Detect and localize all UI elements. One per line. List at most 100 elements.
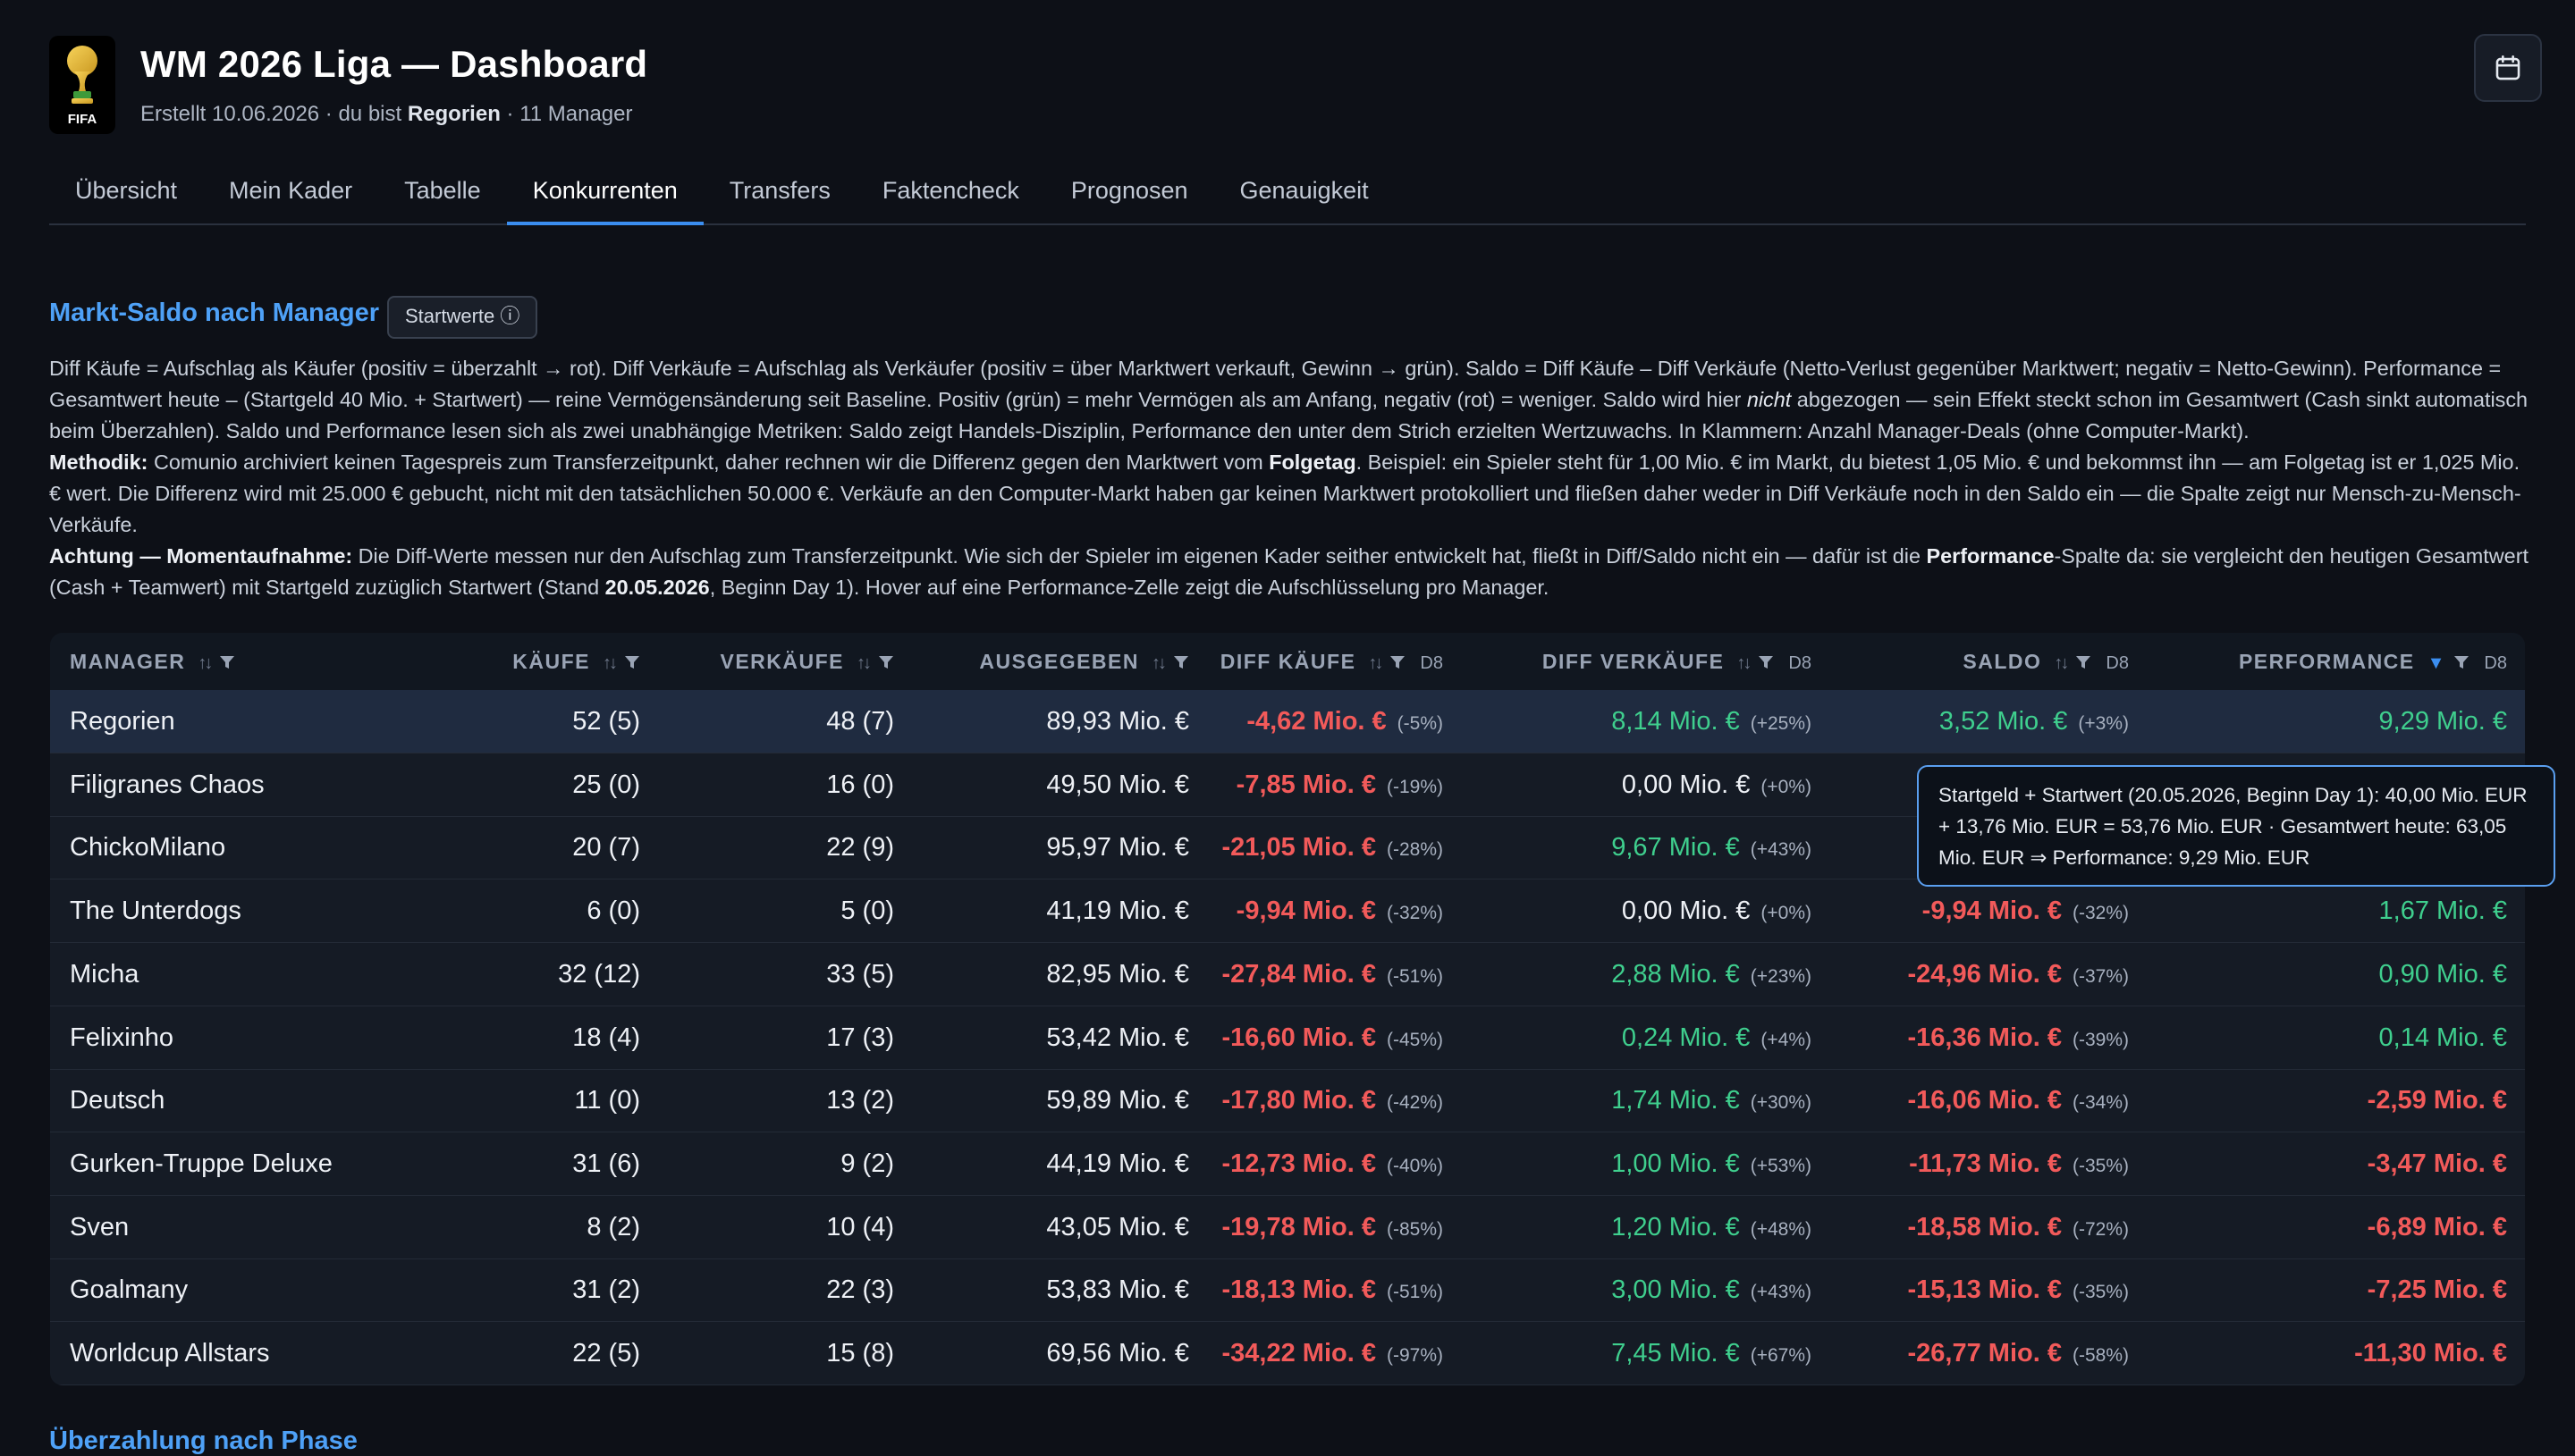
tab-konkurrenten[interactable]: Konkurrenten — [506, 161, 704, 225]
table-row[interactable]: Regorien 52 (5) 48 (7) 89,93 Mio. € -4,62 Mi… — [50, 690, 2525, 753]
performance-cell-value: -2,59 Mio. € — [2367, 1086, 2507, 1115]
sort-icon[interactable]: ↑↓ — [857, 653, 872, 673]
emphasis-text: nicht — [1746, 388, 1792, 411]
startwerte-info-button[interactable]: Startwerte ⓘ — [387, 296, 538, 339]
saldo-cell: -24,96 Mio. € (-37%) — [1908, 943, 2129, 1006]
saldo-cell-percent: (-39%) — [2072, 1029, 2129, 1050]
filter-icon[interactable] — [219, 635, 235, 692]
kaeufe-cell: 32 (12) — [558, 943, 640, 1006]
performance-cell[interactable]: -11,30 Mio. € — [2354, 1322, 2507, 1384]
page-header: FIFA WM 2026 Liga — Dashboard Erstellt 1… — [49, 34, 2542, 141]
column-header-verkaeufe[interactable]: VERKÄUFE ↑↓ — [720, 633, 894, 690]
saldo-cell-percent: (-58%) — [2072, 1345, 2129, 1366]
table-row[interactable]: Sven 8 (2) 10 (4) 43,05 Mio. € -19,78 Mio. €… — [50, 1196, 2525, 1259]
sort-icon[interactable]: ↑↓ — [198, 653, 213, 673]
ausgegeben-cell: 69,56 Mio. € — [1046, 1322, 1189, 1384]
tab-tabelle[interactable]: Tabelle — [404, 177, 481, 204]
table-row[interactable]: Gurken-Truppe Deluxe 31 (6) 9 (2) 44,19 Mio… — [50, 1132, 2525, 1196]
verkaeufe-cell-value: 17 (3) — [826, 1023, 894, 1052]
kaeufe-cell: 20 (7) — [572, 816, 640, 879]
calendar-button[interactable] — [2474, 34, 2542, 102]
performance-cell-value: 0,14 Mio. € — [2378, 1023, 2507, 1052]
performance-cell[interactable]: 9,29 Mio. € — [2379, 690, 2507, 753]
diff-verkaeufe-cell-value: 0,00 Mio. € — [1621, 896, 1751, 926]
column-header-diff-kaeufe[interactable]: DIFF KÄUFE ↑↓ D8 — [1220, 633, 1443, 690]
filter-icon[interactable] — [1173, 635, 1189, 692]
sort-icon[interactable]: ↑↓ — [2054, 653, 2069, 673]
column-header-ausgegeben[interactable]: AUSGEGEBEN ↑↓ — [979, 633, 1189, 690]
column-header-performance[interactable]: PERFORMANCE ▼ D8 — [2239, 633, 2507, 690]
sort-desc-icon[interactable]: ▼ — [2427, 653, 2445, 673]
tab-faktencheck[interactable]: Faktencheck — [882, 177, 1019, 204]
sort-icon[interactable]: ↑↓ — [1368, 653, 1383, 673]
table-row[interactable]: Micha 32 (12) 33 (5) 82,95 Mio. € -27,84 Mio… — [50, 943, 2525, 1006]
achtung-paragraph: Achtung — Momentaufnahme: Die Diff-Werte… — [49, 544, 2529, 599]
table-row[interactable]: ChickoMilano 20 (7) 22 (9) 95,97 Mio. € -21,… — [50, 816, 2525, 880]
performance-cell[interactable]: -3,47 Mio. € — [2368, 1132, 2507, 1195]
kaeufe-cell: 25 (0) — [572, 753, 640, 816]
performance-cell[interactable]: -2,59 Mio. € — [2368, 1069, 2507, 1132]
ausgegeben-cell: 43,05 Mio. € — [1046, 1196, 1189, 1258]
diff-verkaeufe-cell-percent: (+43%) — [1750, 1282, 1811, 1303]
ausgegeben-cell-value: 43,05 Mio. € — [1046, 1212, 1189, 1241]
tab-uebersicht[interactable]: Übersicht — [75, 177, 178, 204]
kaeufe-cell-value: 32 (12) — [558, 959, 640, 989]
ausgegeben-cell-value: 44,19 Mio. € — [1046, 1149, 1189, 1178]
verkaeufe-cell-value: 48 (7) — [826, 707, 894, 736]
filter-icon[interactable] — [2453, 635, 2469, 692]
diff-verkaeufe-cell: 0,00 Mio. € (+0%) — [1622, 753, 1811, 816]
kaeufe-cell-value: 20 (7) — [572, 833, 640, 863]
diff-kaeufe-cell-percent: (-85%) — [1386, 1218, 1443, 1240]
diff-kaeufe-cell-percent: (-32%) — [1386, 903, 1443, 924]
manager-cell-value: The Unterdogs — [70, 896, 241, 926]
performance-cell[interactable]: -6,89 Mio. € — [2368, 1196, 2507, 1258]
filter-icon[interactable] — [1758, 635, 1774, 692]
manager-cell-value: ChickoMilano — [70, 833, 226, 863]
filter-icon[interactable] — [1389, 635, 1406, 692]
column-header-kaeufe[interactable]: KÄUFE ↑↓ — [512, 633, 640, 690]
table-row[interactable]: Goalmany 31 (2) 22 (3) 53,83 Mio. € -18,13 M… — [50, 1258, 2525, 1323]
tab-mein-kader[interactable]: Mein Kader — [229, 177, 353, 204]
saldo-cell: -11,73 Mio. € (-35%) — [1909, 1132, 2129, 1195]
diff-kaeufe-cell-value: -21,05 Mio. € — [1221, 833, 1376, 863]
performance-cell[interactable]: 0,90 Mio. € — [2379, 943, 2507, 1006]
kaeufe-cell-value: 31 (6) — [572, 1149, 640, 1178]
tab-genauigkeit[interactable]: Genauigkeit — [1239, 177, 1369, 204]
table-row[interactable]: The Unterdogs 6 (0) 5 (0) 41,19 Mio. € -9,94… — [50, 879, 2525, 944]
sort-icon[interactable]: ↑↓ — [1736, 653, 1752, 673]
performance-cell[interactable]: 0,14 Mio. € — [2379, 1006, 2507, 1069]
kaeufe-cell: 11 (0) — [574, 1069, 640, 1132]
column-header-diff-verkaeufe[interactable]: DIFF VERKÄUFE ↑↓ D8 — [1542, 633, 1811, 690]
diff-verkaeufe-cell: 7,45 Mio. € (+67%) — [1611, 1322, 1811, 1384]
table-row[interactable]: Deutsch 11 (0) 13 (2) 59,89 Mio. € -17,80 Mi… — [50, 1069, 2525, 1133]
manager-cell: Micha — [70, 943, 139, 1006]
diff-kaeufe-cell-percent: (-28%) — [1386, 839, 1443, 861]
diff-kaeufe-cell-value: -19,78 Mio. € — [1221, 1212, 1376, 1241]
performance-cell[interactable]: 1,67 Mio. € — [2379, 879, 2507, 942]
description-paragraph: Diff Käufe = Aufschlag als Käufer (posit… — [49, 357, 2529, 442]
table-row[interactable]: Worldcup Allstars 22 (5) 15 (8) 69,56 Mio. … — [50, 1322, 2525, 1385]
filter-icon[interactable] — [624, 635, 640, 692]
table-row[interactable]: Felixinho 18 (4) 17 (3) 53,42 Mio. € -16,60 … — [50, 1006, 2525, 1070]
tab-bar: Übersicht Mein Kader Tabelle Konkurrente… — [49, 161, 2526, 225]
column-header-saldo[interactable]: SALDO ↑↓ D8 — [1963, 633, 2129, 690]
sort-icon[interactable]: ↑↓ — [603, 653, 618, 673]
column-header-manager[interactable]: MANAGER ↑↓ — [70, 633, 235, 690]
kaeufe-cell: 8 (2) — [587, 1196, 640, 1258]
table-row[interactable]: Filigranes Chaos 25 (0) 16 (0) 49,50 Mio. €… — [50, 753, 2525, 817]
filter-icon[interactable] — [878, 635, 894, 692]
tab-prognosen[interactable]: Prognosen — [1070, 177, 1188, 204]
verkaeufe-cell: 10 (4) — [826, 1196, 894, 1258]
kaeufe-cell-value: 52 (5) — [572, 707, 640, 736]
filter-icon[interactable] — [2075, 635, 2091, 692]
diff-kaeufe-cell-value: -27,84 Mio. € — [1221, 959, 1376, 989]
ausgegeben-cell: 59,89 Mio. € — [1046, 1069, 1189, 1132]
kaeufe-cell-value: 6 (0) — [587, 896, 640, 926]
tab-transfers[interactable]: Transfers — [729, 177, 831, 204]
diff-verkaeufe-cell-value: 1,74 Mio. € — [1611, 1086, 1740, 1115]
d8-label: D8 — [2484, 653, 2507, 673]
performance-cell[interactable]: -7,25 Mio. € — [2368, 1258, 2507, 1321]
sort-icon[interactable]: ↑↓ — [1152, 653, 1167, 673]
diff-kaeufe-cell: -17,80 Mio. € (-42%) — [1222, 1069, 1443, 1132]
ausgegeben-cell: 49,50 Mio. € — [1046, 753, 1189, 816]
